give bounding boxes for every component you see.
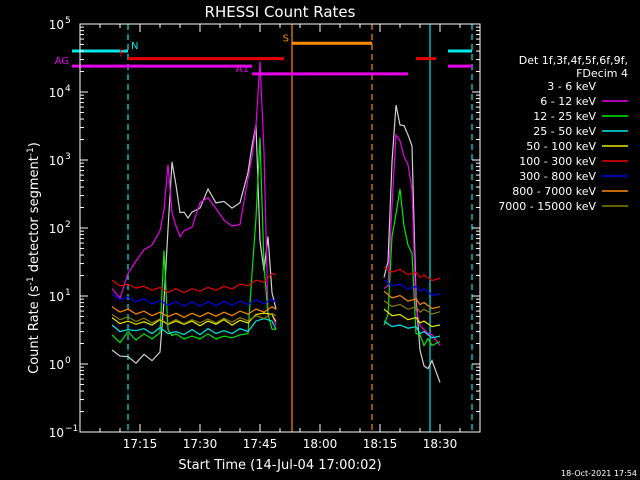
y-tick-exponent: 1: [65, 288, 71, 298]
y-tick-exponent: −1: [65, 424, 78, 434]
flag-label: S: [283, 33, 289, 44]
legend-label: 800 - 7000 keV: [512, 185, 596, 198]
legend-label: 50 - 100 keV: [526, 140, 596, 153]
series-line: [111, 137, 441, 347]
x-tick-label: 17:30: [183, 437, 218, 451]
chart-title: RHESSI Count Rates: [205, 3, 356, 21]
x-tick-label: 17:15: [123, 437, 158, 451]
x-tick-label: 18:00: [303, 437, 338, 451]
x-tick-label: 17:45: [243, 437, 278, 451]
y-tick-label: 10: [49, 290, 64, 304]
y-tick-exponent: 0: [65, 356, 71, 366]
legend-label: 25 - 50 keV: [533, 125, 596, 138]
y-tick-exponent: 5: [65, 16, 71, 26]
legend: Det 1f,3f,4f,5f,6f,9f,FDecim 43 - 6 keV 6…: [498, 54, 628, 213]
legend-header: Det 1f,3f,4f,5f,6f,9f,: [519, 54, 628, 67]
legend-label: 100 - 300 keV: [519, 155, 596, 168]
flag-bars: NF S AG A1: [55, 33, 472, 76]
y-label-part: detector segment: [27, 156, 42, 276]
flag-label: N: [131, 41, 138, 52]
y-tick-label: 10: [49, 426, 64, 440]
series-line: [111, 279, 441, 307]
legend-header: FDecim 4: [576, 67, 628, 80]
y-tick-exponent: 3: [65, 152, 71, 162]
y-tick-label: 10: [49, 358, 64, 372]
legend-label: 300 - 800 keV: [519, 170, 596, 183]
legend-label: 6 - 12 keV: [540, 95, 596, 108]
y-axis-label: Count Rate (s-1 detector segment-1): [26, 142, 42, 374]
x-tick-label: 18:30: [423, 437, 458, 451]
y-tick-exponent: 4: [65, 84, 71, 94]
y-tick-label: 10: [49, 18, 64, 32]
y-tick-exponent: 2: [65, 220, 71, 230]
x-axis-label: Start Time (14-Jul-04 17:00:02): [178, 458, 381, 473]
series-line: [111, 290, 441, 318]
series-line: [111, 61, 441, 346]
y-label-part: -1: [26, 276, 36, 285]
legend-label: 12 - 25 keV: [533, 110, 596, 123]
series-line: [111, 300, 441, 325]
series-line: [111, 104, 441, 383]
flag-label: AG: [55, 56, 69, 67]
y-label-part: Count Rate (s: [27, 285, 42, 374]
flag-label: A1: [236, 64, 249, 75]
y-tick-label: 10: [49, 222, 64, 236]
y-label-part: -1: [26, 147, 36, 156]
series-line: [111, 317, 441, 339]
flag-label: F: [119, 49, 125, 60]
series-layer: [111, 61, 441, 383]
x-tick-label: 18:15: [363, 437, 398, 451]
y-tick-label: 10: [49, 154, 64, 168]
series-line: [111, 266, 441, 294]
legend-label: 7000 - 15000 keV: [498, 200, 596, 213]
y-tick-label: 10: [49, 86, 64, 100]
timestamp: 18-Oct-2021 17:54: [561, 469, 637, 478]
y-label-part: ): [27, 142, 42, 147]
legend-label: 3 - 6 keV: [547, 80, 596, 93]
x-axis-ticks: 17:15 17:30 17:45 18:00 18:15 18:30: [79, 24, 481, 451]
